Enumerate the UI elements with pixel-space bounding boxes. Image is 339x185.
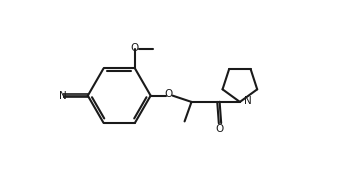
Text: O: O [131, 43, 139, 53]
Text: O: O [215, 124, 224, 134]
Text: O: O [165, 89, 173, 99]
Text: N: N [59, 91, 66, 101]
Text: N: N [244, 96, 252, 106]
